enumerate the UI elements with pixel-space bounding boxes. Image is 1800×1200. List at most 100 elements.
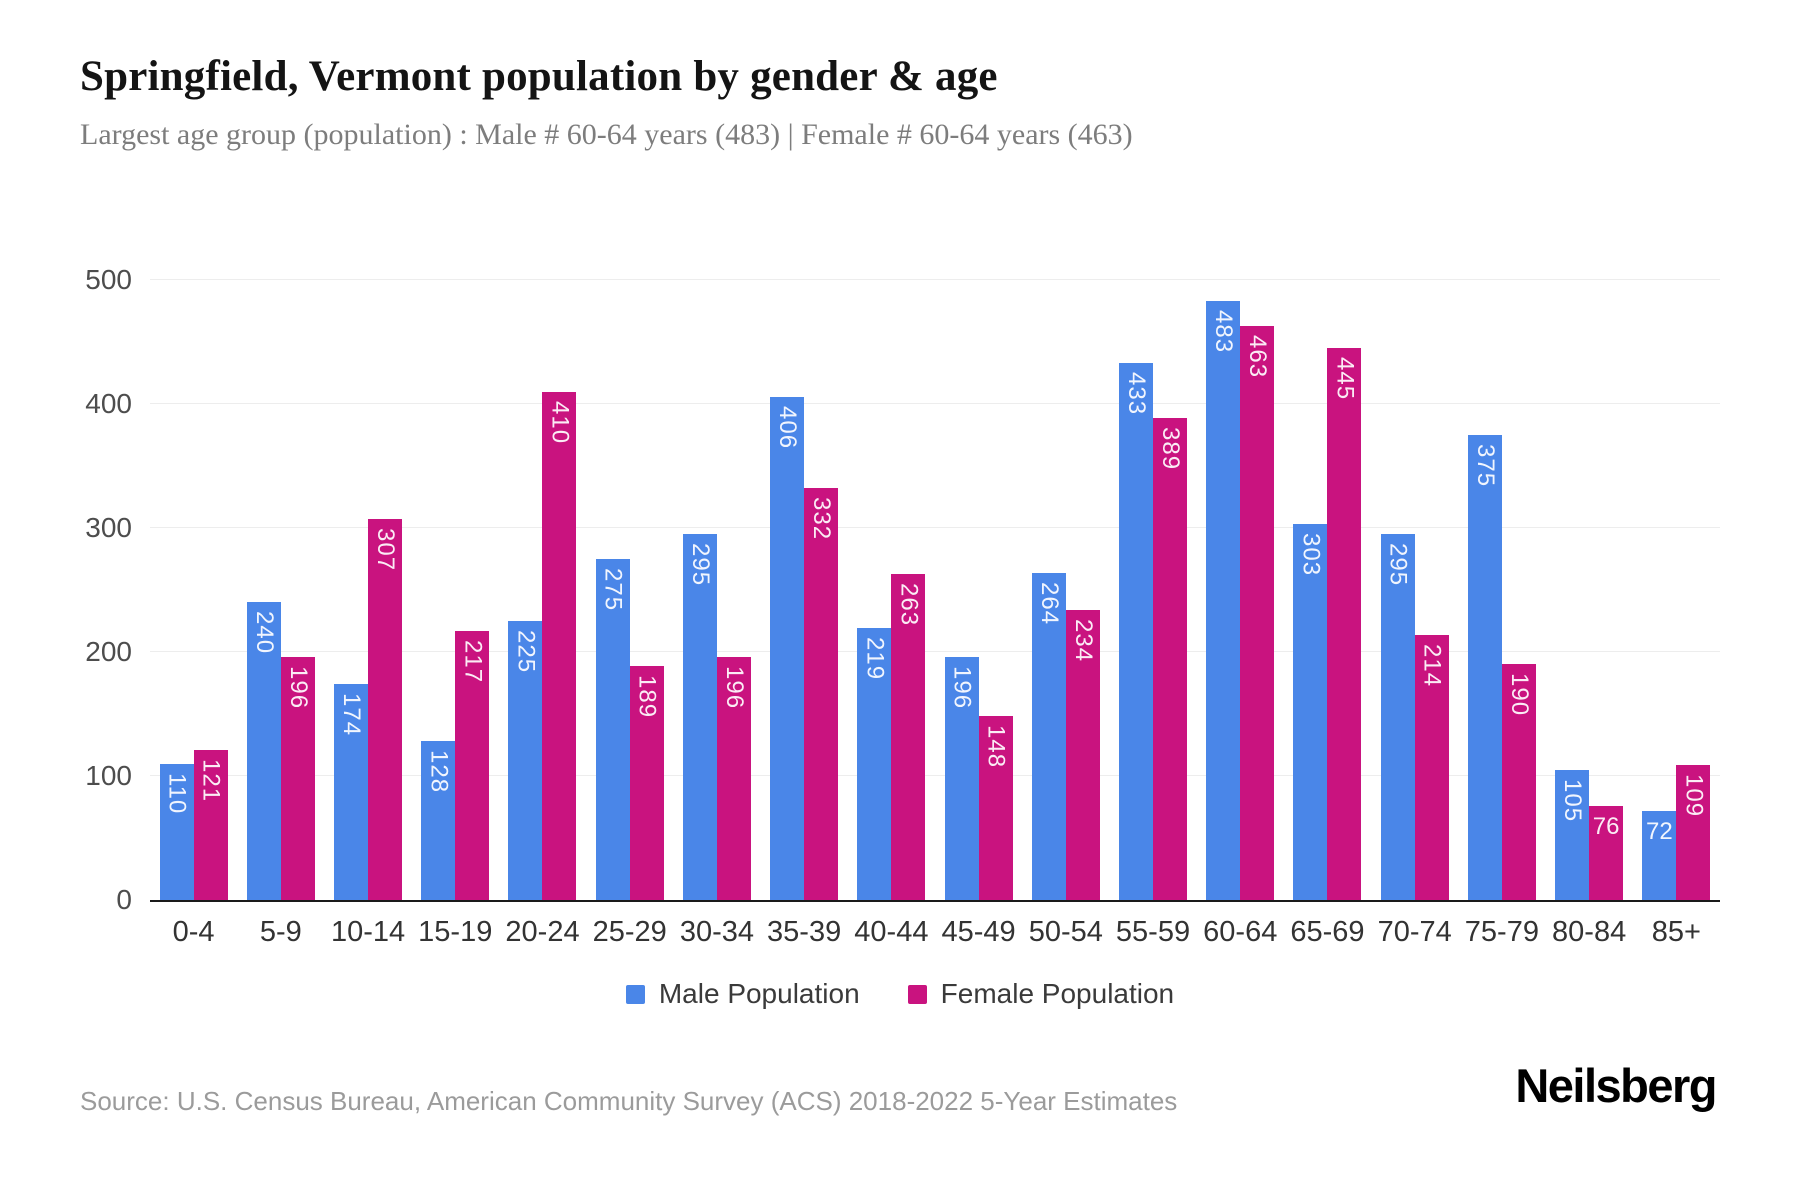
bar-value-label: 121 — [197, 758, 225, 803]
age-group-55-59: 433 389 55-59 — [1109, 280, 1196, 948]
age-group-80-84: 105 76 80-84 — [1546, 280, 1633, 948]
bar-value-label: 295 — [1384, 543, 1412, 587]
male-bar-30-34: 295 — [682, 534, 717, 900]
female-bar-35-39: 332 — [804, 488, 839, 900]
bar-value-label: 303 — [1297, 533, 1325, 577]
female-bar-10-14: 307 — [368, 519, 403, 900]
y-tick-label-400: 400 — [85, 388, 132, 419]
legend-item-male: Male Population — [625, 978, 860, 1010]
bar-value-label: 219 — [861, 637, 889, 681]
bar-value-label: 190 — [1505, 673, 1533, 717]
male-bar-50-54: 264 — [1031, 572, 1066, 900]
age-group-50-54: 264 234 50-54 — [1022, 280, 1109, 948]
male-bar-5-9: 240 — [246, 602, 281, 900]
female-bar-75-79: 190 — [1501, 664, 1536, 900]
bar-value-label: 332 — [808, 497, 836, 541]
x-tick-label-10-14: 10-14 — [330, 916, 406, 948]
page-subtitle: Largest age group (population) : Male # … — [80, 118, 1133, 151]
age-group-85+: 72 109 85+ — [1633, 280, 1720, 948]
y-tick-label-300: 300 — [85, 512, 132, 543]
bar-value-label: 234 — [1069, 618, 1097, 662]
bar-value-label: 105 — [1559, 778, 1587, 822]
x-tick-label-55-59: 55-59 — [1115, 916, 1191, 948]
x-tick-label-45-49: 45-49 — [941, 916, 1016, 948]
age-group-10-14: 174 307 10-14 — [324, 280, 411, 948]
bar-value-label: 275 — [599, 568, 627, 612]
male-bar-85+: 72 — [1642, 810, 1677, 900]
male-bar-40-44: 219 — [857, 628, 892, 900]
x-tick-label-65-69: 65-69 — [1290, 916, 1365, 948]
x-tick-label-35-39: 35-39 — [767, 916, 842, 948]
male-bar-10-14: 174 — [334, 684, 369, 900]
bar-value-label: 445 — [1331, 357, 1359, 401]
male-bar-15-19: 128 — [421, 741, 456, 900]
male-bar-70-74: 295 — [1380, 534, 1415, 900]
female-bar-0-4: 121 — [193, 749, 228, 900]
bar-value-label: 72 — [1645, 817, 1673, 845]
y-tick-label-500: 500 — [85, 264, 132, 295]
gridline-100 — [150, 775, 1720, 776]
bar-value-label: 295 — [686, 543, 714, 587]
x-tick-label-30-34: 30-34 — [679, 916, 755, 948]
x-tick-label-60-64: 60-64 — [1203, 916, 1278, 948]
x-tick-label-40-44: 40-44 — [854, 916, 929, 948]
age-group-20-24: 225 410 20-24 — [499, 280, 586, 948]
x-tick-label-0-4: 0-4 — [172, 916, 215, 948]
x-tick-label-80-84: 80-84 — [1552, 916, 1627, 948]
bar-value-label: 375 — [1471, 444, 1499, 488]
male-bar-0-4: 110 — [159, 763, 194, 900]
age-group-40-44: 219 263 40-44 — [848, 280, 935, 948]
age-group-65-69: 303 445 65-69 — [1284, 280, 1371, 948]
female-bar-55-59: 389 — [1153, 417, 1188, 900]
male-bar-60-64: 483 — [1206, 301, 1241, 900]
page-title: Springfield, Vermont population by gende… — [80, 53, 998, 100]
male-bar-75-79: 375 — [1467, 435, 1502, 900]
male-swatch-icon — [625, 984, 645, 1004]
male-bar-35-39: 406 — [770, 396, 805, 900]
female-bar-60-64: 463 — [1240, 325, 1275, 900]
female-bar-80-84: 76 — [1589, 805, 1624, 900]
x-tick-label-75-79: 75-79 — [1464, 916, 1539, 948]
female-bar-30-34: 196 — [716, 656, 751, 900]
gridline-400 — [150, 403, 1720, 404]
x-tick-label-25-29: 25-29 — [592, 916, 667, 948]
bar-value-label: 225 — [512, 630, 540, 674]
bar-value-label: 128 — [425, 750, 453, 794]
y-tick-label-100: 100 — [85, 760, 132, 791]
male-bar-80-84: 105 — [1555, 769, 1590, 900]
x-tick-label-70-74: 70-74 — [1377, 916, 1452, 948]
legend-label-female: Female Population — [940, 978, 1175, 1009]
female-bar-50-54: 234 — [1065, 609, 1100, 900]
female-bar-70-74: 214 — [1414, 634, 1449, 900]
age-group-35-39: 406 332 35-39 — [761, 280, 848, 948]
legend: Male Population Female Population — [0, 978, 1800, 1010]
brand-logo: Neilsberg — [1515, 1059, 1717, 1112]
bar-value-label: 307 — [372, 528, 400, 572]
female-bar-20-24: 410 — [542, 391, 577, 900]
age-group-0-4: 110 121 0-4 — [150, 280, 237, 948]
legend-label-male: Male Population — [658, 978, 860, 1009]
female-bar-25-29: 189 — [629, 665, 664, 900]
male-bar-65-69: 303 — [1293, 524, 1328, 900]
x-tick-label-85+: 85+ — [1651, 916, 1701, 948]
y-tick-label-200: 200 — [85, 636, 132, 667]
age-group-25-29: 275 189 25-29 — [586, 280, 673, 948]
female-bar-40-44: 263 — [891, 573, 926, 900]
bar-value-label: 406 — [774, 405, 802, 449]
bar-value-label: 76 — [1592, 812, 1620, 840]
age-group-5-9: 240 196 5-9 — [237, 280, 324, 948]
source-note: Source: U.S. Census Bureau, American Com… — [80, 1086, 1178, 1116]
male-bar-55-59: 433 — [1119, 363, 1154, 900]
x-tick-label-5-9: 5-9 — [259, 916, 302, 948]
female-bar-85+: 109 — [1676, 764, 1711, 900]
plot-area: 110 121 0-4 240 196 5-9 174 307 10-14 128 217 15-19… — [150, 279, 1720, 948]
bar-value-label: 196 — [948, 665, 976, 710]
female-bar-5-9: 196 — [280, 656, 315, 900]
gridline-500 — [150, 279, 1720, 280]
bar-value-label: 389 — [1157, 426, 1185, 470]
age-group-30-34: 295 196 30-34 — [673, 280, 760, 948]
bar-value-label: 463 — [1244, 334, 1272, 378]
bar-value-label: 240 — [250, 611, 278, 655]
female-bar-65-69: 445 — [1327, 348, 1362, 900]
